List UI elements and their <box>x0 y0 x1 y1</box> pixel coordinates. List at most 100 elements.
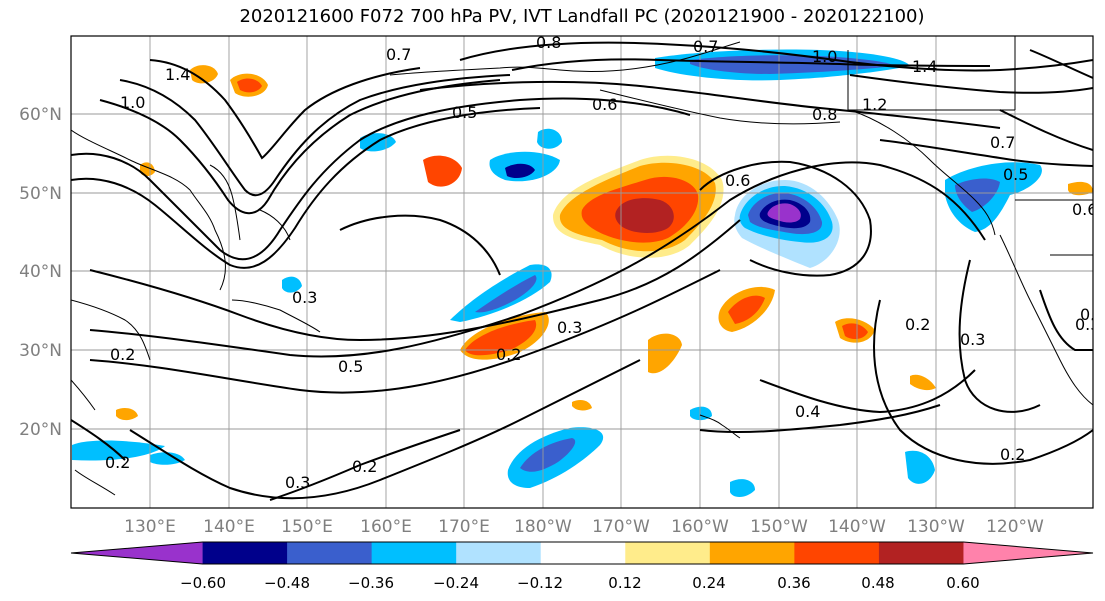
contour-label: 0.5 <box>1003 165 1028 184</box>
map-frame <box>70 35 1094 509</box>
contour-label: 0.8 <box>812 105 837 124</box>
pv-positive-patch <box>465 320 537 356</box>
colorbar-tick-label: −0.36 <box>348 574 394 592</box>
pv-negative-patch <box>450 264 552 322</box>
contour-label: 0.2 <box>1000 445 1025 464</box>
colorbar-tick-label: −0.12 <box>517 574 563 592</box>
pv-negative-patch <box>690 406 712 421</box>
lon-label: 150°W <box>750 517 808 537</box>
longitude-labels: 130°E 140°E 150°E 160°E 170°E 180°W 170°… <box>124 517 1044 537</box>
lon-label: 140°W <box>828 517 886 537</box>
lon-label: 130°E <box>124 517 176 537</box>
pv-positive-patch <box>615 198 674 234</box>
pv-negative-patch <box>505 163 535 178</box>
lon-label: 140°E <box>203 517 255 537</box>
colorbar-extend-min <box>71 542 203 564</box>
pv-positive-patch <box>648 333 682 374</box>
colorbar-segment <box>287 542 373 564</box>
lon-label: 130°W <box>907 517 965 537</box>
ivt-contours <box>71 41 1093 501</box>
pv-negative-patch <box>905 450 935 484</box>
colorbar-tick-label: −0.48 <box>264 574 310 592</box>
contour-label: 0.6 <box>725 171 750 190</box>
contour-label: 0.4 <box>795 402 820 421</box>
pv-positive-patch <box>423 155 462 187</box>
contour-labels: 1.4 1.0 0.8 0.7 0.5 0.6 0.7 1.0 1.4 0.8 … <box>105 33 1105 492</box>
contour-label: 0.7 <box>693 37 718 56</box>
contour-label: 1.0 <box>812 47 837 66</box>
colorbar-tick-label: 0.36 <box>777 574 810 592</box>
contour-label: 0.2 <box>905 315 930 334</box>
pv-positive-patch <box>116 408 138 421</box>
pv-negative-patch <box>150 452 185 465</box>
contour-label: 0.4 <box>1080 305 1105 324</box>
contour-label: 0.2 <box>352 457 377 476</box>
contour-label: 0.3 <box>1075 315 1100 334</box>
contour-label: 0.6 <box>1072 200 1097 219</box>
lat-label: 60°N <box>19 105 62 125</box>
colorbar-outline <box>70 541 1094 565</box>
colorbar-tick-label: −0.24 <box>433 574 479 592</box>
colorbar-tick-label: −0.60 <box>180 574 226 592</box>
lon-label: 160°W <box>671 517 729 537</box>
pv-negative-patch <box>955 178 1000 212</box>
colorbar-tick-label: 0.12 <box>608 574 641 592</box>
lon-label: 170°E <box>438 517 490 537</box>
lon-label: 170°W <box>592 517 650 537</box>
pv-positive-patch <box>842 323 868 340</box>
contour-label: 1.4 <box>912 57 937 76</box>
lat-label: 20°N <box>19 420 62 440</box>
pv-positive-patch <box>572 400 592 411</box>
colorbar <box>70 541 1094 565</box>
pv-negative-patch <box>282 276 302 293</box>
coastlines <box>71 36 1093 496</box>
pv-negative-patch <box>475 275 537 313</box>
contour-label: 0.2 <box>110 345 135 364</box>
colorbar-segment <box>202 542 288 564</box>
contour-label: 0.2 <box>105 453 130 472</box>
contour-label: 0.3 <box>285 473 310 492</box>
lat-label: 30°N <box>19 341 62 361</box>
colorbar-segment <box>371 542 457 564</box>
lon-label: 150°E <box>281 517 333 537</box>
map-plot: 1.4 1.0 0.8 0.7 0.5 0.6 0.7 1.0 1.4 0.8 … <box>71 33 1105 508</box>
colorbar-tick-label: 0.48 <box>861 574 894 592</box>
contour-label: 0.6 <box>592 95 617 114</box>
pv-negative-patch <box>690 55 895 74</box>
lon-label: 160°E <box>360 517 412 537</box>
colorbar-segment <box>540 542 626 564</box>
contour-label: 1.4 <box>165 65 190 84</box>
map-title: 2020121600 F072 700 hPa PV, IVT Landfall… <box>239 6 925 27</box>
pv-shading <box>72 49 1093 497</box>
contour-label: 0.7 <box>990 133 1015 152</box>
pv-negative-patch <box>945 162 1042 232</box>
lat-label: 50°N <box>19 184 62 204</box>
graticule <box>71 36 1093 508</box>
colorbar-segment <box>709 542 795 564</box>
contour-label: 0.7 <box>386 45 411 64</box>
pv-positive-patch <box>190 65 218 84</box>
colorbar-segment <box>456 542 542 564</box>
colorbar-segment <box>878 542 964 564</box>
colorbar-segment <box>794 542 880 564</box>
colorbar-tick-label: 0.60 <box>946 574 979 592</box>
pv-positive-patch <box>728 295 765 324</box>
contour-label: 0.3 <box>960 330 985 349</box>
colorbar-segment <box>625 542 711 564</box>
contour-label: 0.3 <box>292 288 317 307</box>
contour-label: 1.2 <box>862 95 887 114</box>
colorbar-labels: −0.60 −0.48 −0.36 −0.24 −0.12 0.12 0.24 … <box>180 574 980 592</box>
pv-positive-patch <box>1068 181 1093 196</box>
contour-label: 0.8 <box>536 33 561 52</box>
pv-positive-patch <box>72 440 165 461</box>
contour-label: 1.0 <box>120 93 145 112</box>
colorbar-tick-label: 0.24 <box>692 574 725 592</box>
lat-label: 40°N <box>19 262 62 282</box>
latitude-labels: 60°N 50°N 40°N 30°N 20°N <box>19 105 62 440</box>
pv-positive-patch <box>910 374 936 391</box>
pv-negative-patch <box>730 479 755 497</box>
pv-negative-patch <box>520 438 576 472</box>
contour-label: 0.5 <box>338 357 363 376</box>
contour-label: 0.5 <box>452 103 477 122</box>
